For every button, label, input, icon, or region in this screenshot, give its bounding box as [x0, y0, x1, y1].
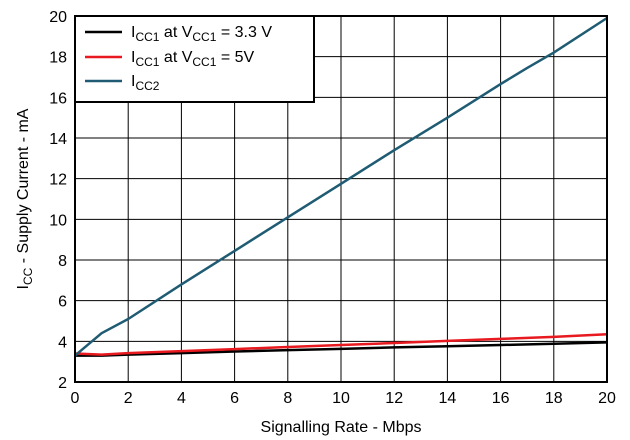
y-tick-label: 12 — [49, 172, 67, 189]
series-line-3 — [74, 16, 608, 357]
plot-frame — [74, 15, 608, 383]
y-tick-label: 4 — [58, 334, 67, 351]
legend: ICC1 at VCC1 = 3.3 V ICC1 at VCC1 = 5V ICC… — [74, 15, 315, 103]
x-tick-label: 20 — [598, 390, 616, 407]
y-axis-title-main: I — [15, 285, 32, 289]
y-tick-label: 20 — [49, 9, 67, 26]
legend-box — [74, 15, 315, 103]
x-tick-label: 12 — [385, 390, 403, 407]
series-line-2 — [74, 332, 608, 356]
y-tick-labels: 2 4 6 8 10 12 14 16 18 20 — [49, 9, 67, 392]
series-lines — [74, 16, 608, 357]
x-tick-label: 14 — [439, 390, 457, 407]
legend-label-1: ICC1 at VCC1 = 3.3 V — [131, 24, 272, 44]
x-tick-labels: 0 2 4 6 8 10 12 14 16 18 20 — [71, 390, 616, 407]
y-tick-label: 10 — [49, 212, 67, 229]
legend-label-3: ICC2 — [131, 73, 160, 93]
x-tick-label: 18 — [545, 390, 563, 407]
y-axis-title-rest: - Supply Current - mA — [15, 108, 32, 267]
y-tick-label: 6 — [58, 294, 67, 311]
x-axis-title: Signalling Rate - Mbps — [261, 419, 422, 436]
x-tick-label: 4 — [177, 390, 186, 407]
x-tick-label: 6 — [230, 390, 239, 407]
x-tick-label: 2 — [124, 390, 133, 407]
y-tick-label: 16 — [49, 90, 67, 107]
y-tick-label: 8 — [58, 253, 67, 270]
x-tick-label: 16 — [492, 390, 510, 407]
y-tick-label: 2 — [58, 375, 67, 392]
x-tick-label: 0 — [71, 390, 80, 407]
y-tick-label: 14 — [49, 131, 67, 148]
x-tick-label: 10 — [332, 390, 350, 407]
y-tick-label: 18 — [49, 50, 67, 67]
y-axis-title-subscript: CC — [21, 267, 35, 285]
legend-label-2: ICC1 at VCC1 = 5V — [131, 49, 255, 69]
y-axis-title: ICC - Supply Current - mA — [15, 108, 35, 289]
series-line-1 — [75, 341, 608, 357]
x-tick-label: 8 — [283, 390, 292, 407]
